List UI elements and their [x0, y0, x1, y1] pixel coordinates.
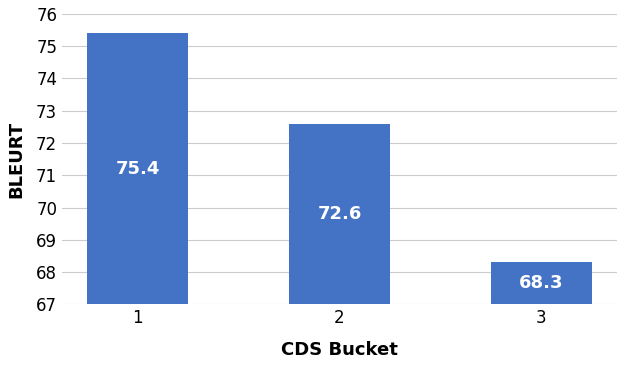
Bar — [289, 124, 390, 366]
Bar — [491, 262, 592, 366]
Text: 75.4: 75.4 — [115, 160, 160, 178]
X-axis label: CDS Bucket: CDS Bucket — [281, 341, 398, 359]
Bar — [87, 33, 188, 366]
Text: 72.6: 72.6 — [318, 205, 362, 223]
Y-axis label: BLEURT: BLEURT — [7, 120, 25, 198]
Text: 68.3: 68.3 — [519, 274, 563, 292]
